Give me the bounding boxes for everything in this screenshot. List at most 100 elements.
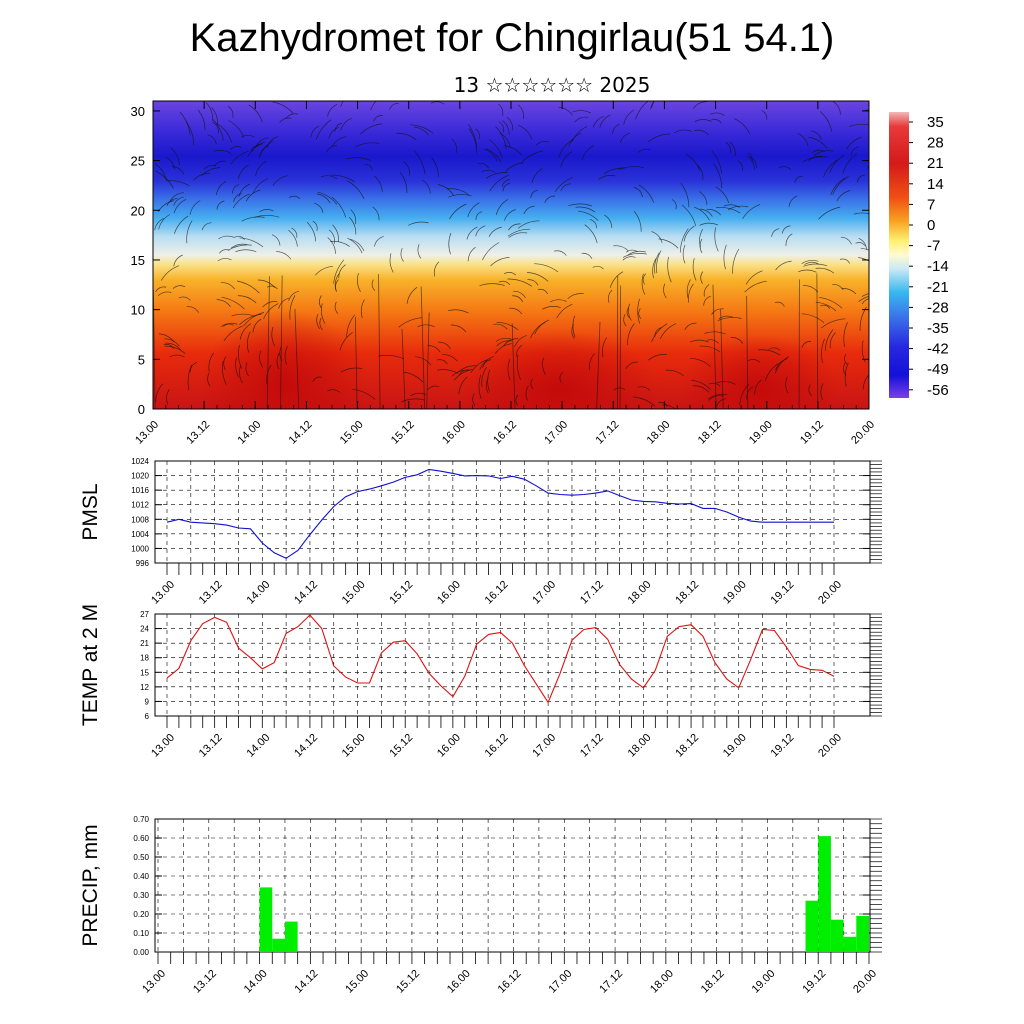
wind-streamline xyxy=(355,142,380,148)
wind-streamline xyxy=(843,362,847,377)
x-tick-label: 16.00 xyxy=(440,419,468,447)
wind-streamline xyxy=(288,195,301,199)
wind-streamline xyxy=(801,259,819,264)
x-tick-label: 16.12 xyxy=(483,732,511,760)
wind-streamline xyxy=(326,145,338,153)
wind-streamline xyxy=(399,172,408,194)
wind-streamline xyxy=(155,170,174,189)
wind-streamline xyxy=(354,316,358,409)
x-tick-label: 19.00 xyxy=(747,419,775,447)
wind-streamline xyxy=(259,209,274,213)
wind-streamline xyxy=(803,263,828,267)
wind-streamline xyxy=(584,224,598,244)
x-tick-label: 15.12 xyxy=(387,579,415,607)
wind-streamline xyxy=(627,323,635,345)
x-tick-label: 18.00 xyxy=(626,732,654,760)
wind-streamline xyxy=(537,288,549,295)
wind-streamline xyxy=(620,132,630,143)
wind-streamline xyxy=(312,376,322,382)
y-tick-label: 0.00 xyxy=(133,948,149,957)
wind-streamline xyxy=(170,147,180,166)
wind-streamline xyxy=(398,317,423,328)
wind-streamline xyxy=(859,306,867,331)
wind-streamline xyxy=(716,398,726,407)
wind-streamline xyxy=(345,101,347,102)
wind-streamline xyxy=(684,322,697,330)
wind-streamline xyxy=(679,228,689,253)
wind-streamline xyxy=(185,120,195,146)
wind-streamline xyxy=(623,109,635,125)
wind-streamline xyxy=(650,101,655,110)
x-tick-label: 20.00 xyxy=(816,579,844,607)
wind-streamline xyxy=(238,344,243,369)
wind-streamline xyxy=(328,126,340,139)
wind-streamline xyxy=(165,156,175,170)
wind-streamline xyxy=(339,332,353,351)
x-tick-label: 14.12 xyxy=(292,579,320,607)
wind-streamline xyxy=(700,271,704,284)
wind-streamline xyxy=(485,377,489,394)
wind-streamline xyxy=(637,386,651,392)
wind-streamline xyxy=(154,217,165,231)
x-tick-label: 17.00 xyxy=(542,419,570,447)
wind-streamline xyxy=(788,195,798,208)
wind-streamline xyxy=(389,102,399,110)
wind-streamline xyxy=(255,160,267,176)
y-tick-label: 0.30 xyxy=(133,891,149,900)
wind-streamline xyxy=(864,109,869,111)
precip-bar xyxy=(805,900,819,952)
wind-streamline xyxy=(207,372,211,387)
wind-streamline xyxy=(550,299,567,303)
wind-streamline xyxy=(527,279,539,286)
x-tick-label: 18.12 xyxy=(673,579,701,607)
wind-streamline xyxy=(571,323,575,339)
x-tick-label: 18.12 xyxy=(696,419,724,447)
wind-streamline xyxy=(754,379,762,395)
y-tick-label: 30 xyxy=(131,104,145,119)
colorbar-scale xyxy=(889,112,909,398)
wind-streamline xyxy=(651,101,655,108)
y-tick-label: 0.50 xyxy=(133,853,149,862)
series-line xyxy=(166,468,834,559)
wind-streamline xyxy=(266,285,278,290)
wind-streamline xyxy=(475,225,486,237)
wind-streamline xyxy=(622,253,647,258)
wind-streamline xyxy=(279,117,292,123)
wind-streamline xyxy=(690,339,709,343)
wind-streamline xyxy=(810,130,822,140)
wind-streamline xyxy=(438,341,451,349)
wind-streamline xyxy=(703,284,710,297)
wind-streamline xyxy=(400,247,404,262)
wind-streamline xyxy=(350,238,365,252)
wind-streamline xyxy=(233,193,242,203)
wind-streamline xyxy=(294,308,300,409)
wind-streamline xyxy=(708,382,721,387)
y-tick-label: 15 xyxy=(131,253,145,268)
y-tick-label: 20 xyxy=(131,203,145,218)
wind-streamline xyxy=(746,295,749,409)
wind-streamline xyxy=(517,104,525,120)
wind-streamline xyxy=(801,313,825,323)
wind-streamline xyxy=(319,317,323,331)
panel-frame xyxy=(154,460,871,564)
wind-streamline xyxy=(703,295,711,306)
wind-streamline xyxy=(692,258,697,281)
wind-streamline xyxy=(217,258,232,262)
wind-streamline xyxy=(637,148,651,154)
wind-streamline xyxy=(713,163,723,189)
wind-streamline xyxy=(517,220,540,229)
wind-streamline xyxy=(448,194,472,198)
wind-streamline xyxy=(291,227,298,238)
wind-streamline xyxy=(478,374,482,400)
wind-streamline xyxy=(526,272,549,282)
x-tick-label: 16.00 xyxy=(445,968,473,996)
wind-streamline xyxy=(346,157,372,161)
wind-streamline xyxy=(694,119,712,122)
wind-streamline xyxy=(164,338,180,347)
x-tick-label: 19.12 xyxy=(769,579,797,607)
wind-streamline xyxy=(508,232,528,238)
wind-streamline xyxy=(459,369,469,376)
wind-streamline xyxy=(680,182,690,208)
wind-streamline xyxy=(544,195,556,203)
x-tick-label: 19.12 xyxy=(798,419,826,447)
